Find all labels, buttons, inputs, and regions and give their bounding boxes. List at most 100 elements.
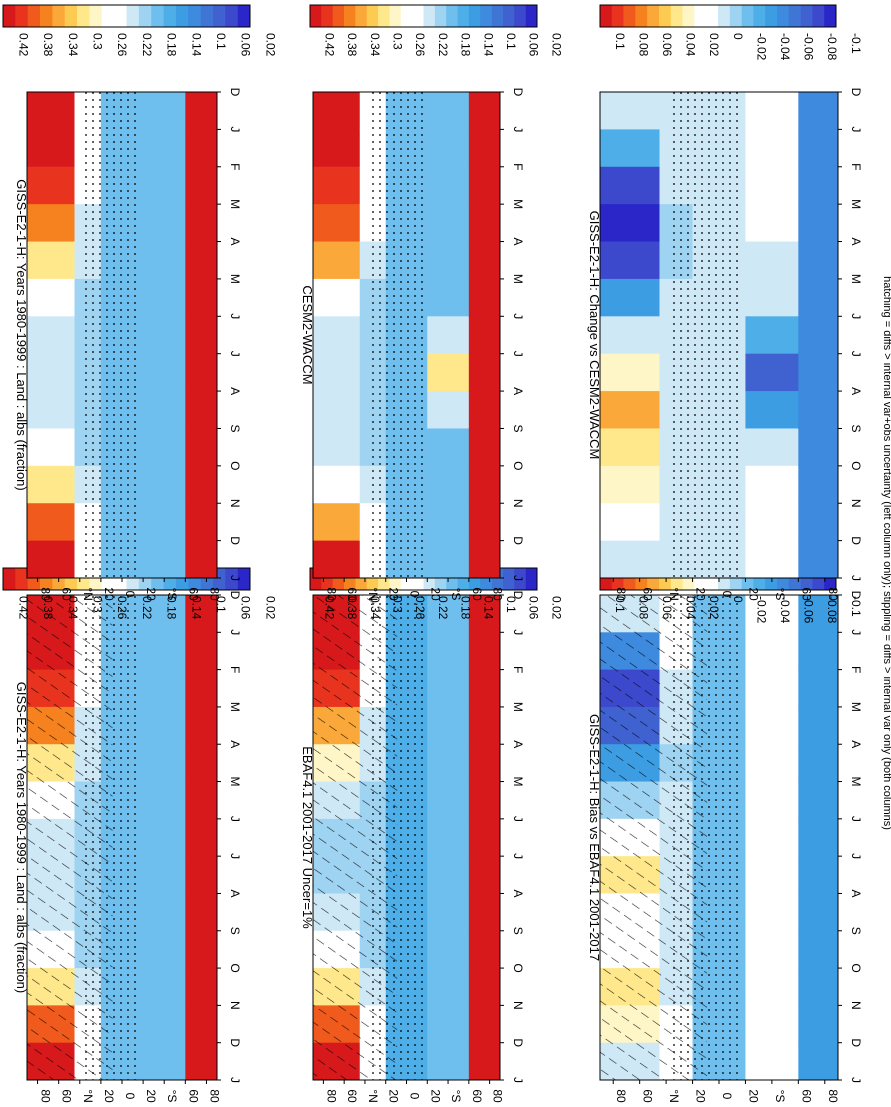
heatmap-cell <box>468 1005 501 1044</box>
heatmap-cell <box>313 391 361 429</box>
heatmap-cell <box>313 92 361 130</box>
heatmap-cell <box>185 893 218 932</box>
heatmap-cell <box>313 540 361 579</box>
colorbar-swatch <box>491 568 504 590</box>
month-label: O <box>849 963 863 972</box>
lat-label: 80 <box>39 587 53 601</box>
panel-title: GISS-E2-1-H: Bias vs EBAF4.1 2001-2017 <box>587 714 602 961</box>
colorbar-swatch <box>355 5 368 27</box>
heatmap-cell <box>313 278 361 317</box>
month-label: S <box>511 424 525 432</box>
colorbar-swatch <box>434 568 447 590</box>
heatmap-cell <box>185 669 218 708</box>
lat-label: 0 <box>123 591 137 598</box>
month-label: D <box>849 591 863 600</box>
heatmap-cell <box>427 744 470 783</box>
colorbar-label: 0.38 <box>345 33 359 57</box>
month-label: O <box>511 963 525 972</box>
colorbar-swatch <box>389 5 402 27</box>
colorbar-label: -0.08 <box>825 596 839 624</box>
heatmap-cell <box>427 353 470 392</box>
heatmap-cell <box>27 204 75 243</box>
lat-label: 20 <box>387 587 401 601</box>
heatmap-cell <box>185 391 218 429</box>
heatmap-cell <box>427 968 470 1006</box>
heatmap-cell <box>798 428 839 467</box>
lat-label: 60 <box>799 1089 813 1103</box>
heatmap-cell <box>313 503 361 542</box>
lat-label: 80 <box>324 1089 338 1103</box>
colorbar-swatch <box>468 568 481 590</box>
colorbar-swatch <box>480 568 492 590</box>
heatmap-cell <box>468 856 501 894</box>
heatmap-cell <box>427 241 470 280</box>
lat-label: °S <box>165 588 179 601</box>
heatmap-cell <box>468 391 501 429</box>
colorbar-swatch <box>491 5 504 27</box>
month-label: M <box>849 777 863 787</box>
colorbar-label: 0.42 <box>322 596 336 620</box>
heatmap-cell <box>468 595 501 633</box>
heatmap-cell <box>143 744 186 783</box>
colorbar-swatch <box>355 568 368 590</box>
heatmap-cell <box>185 278 218 317</box>
colorbar-label: -0.04 <box>778 596 792 624</box>
colorbar-swatch <box>525 568 538 590</box>
heatmap-cell <box>745 968 799 1006</box>
colorbar-label: 0.06 <box>527 596 541 620</box>
colorbar-label: 0.34 <box>66 596 80 620</box>
colorbar-swatch <box>434 5 447 27</box>
month-label: J <box>849 351 863 357</box>
heatmap-cell <box>313 241 361 280</box>
heatmap-cell <box>468 781 501 820</box>
month-label: M <box>849 199 863 209</box>
month-label: O <box>228 963 242 972</box>
month-label: S <box>511 927 525 935</box>
colorbar-swatch <box>163 5 177 27</box>
heatmap-cell <box>798 204 839 243</box>
colorbar-label: -0.02 <box>754 33 768 61</box>
panel-title: GISS-E2-1-H: Change vs CESM2-WACCM <box>587 211 602 460</box>
heatmap-cell <box>468 241 501 280</box>
month-label: J <box>511 816 525 822</box>
colorbar-label: 0.02 <box>263 596 277 620</box>
colorbar-swatch <box>694 5 707 27</box>
colorbar-swatch <box>800 5 813 27</box>
lat-label: 20 <box>144 1089 158 1103</box>
month-label: N <box>849 1001 863 1010</box>
heatmap-cell <box>143 893 186 932</box>
lat-label: 20 <box>428 1089 442 1103</box>
heatmap-cell <box>143 204 186 243</box>
heatmap-cell <box>468 893 501 932</box>
month-label: M <box>511 777 525 787</box>
heatmap-cell <box>313 465 361 504</box>
colorbar-swatch <box>321 568 333 590</box>
heatmap-cell <box>427 278 470 317</box>
month-label: D <box>228 1038 242 1047</box>
colorbar-swatch <box>310 5 322 27</box>
heatmap-cell <box>27 278 75 317</box>
colorbar-label: 0.1 <box>214 33 228 50</box>
heatmap-cell <box>27 316 75 355</box>
lat-label: 60 <box>60 1089 74 1103</box>
colorbar-swatch <box>64 5 78 27</box>
month-label: O <box>849 461 863 470</box>
heatmap-cell <box>143 706 186 745</box>
stippling-overlay <box>671 595 743 1080</box>
heatmap-cell <box>745 92 799 130</box>
colorbar-label: 0.22 <box>436 596 450 620</box>
colorbar-swatch <box>52 5 66 27</box>
colorbar-swatch <box>824 5 837 27</box>
heatmap-cell <box>427 706 470 745</box>
colorbar-swatch <box>77 5 90 27</box>
colorbar-label: 0.14 <box>481 33 495 57</box>
colorbar-label: 0.38 <box>41 33 55 57</box>
heatmap-cell <box>468 930 501 969</box>
panel-title: EBAF4.1 2001-2017 Uncer=1% <box>300 746 315 929</box>
heatmap-cell <box>427 1042 470 1081</box>
heatmap-cell <box>798 781 839 820</box>
heatmap-cell <box>185 353 218 392</box>
month-label: J <box>849 853 863 859</box>
month-label: D <box>228 88 242 97</box>
month-label: J <box>228 816 242 822</box>
